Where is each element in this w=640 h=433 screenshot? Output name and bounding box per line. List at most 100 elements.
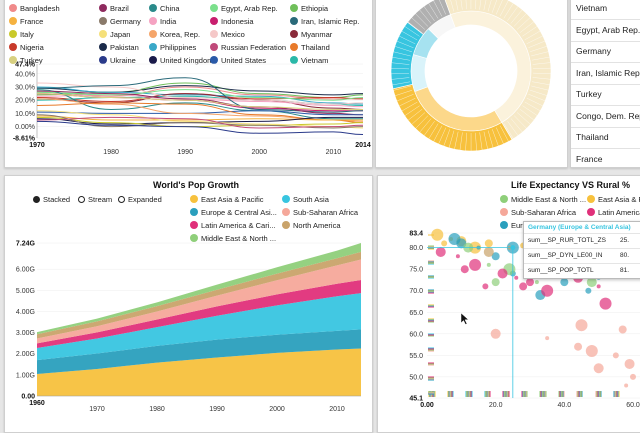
country-list-item[interactable]: Iran, Islamic Rep. [571, 63, 640, 85]
country-list-item[interactable]: Egypt, Arab Rep. [571, 20, 640, 42]
y-tick-label: 83.4 [409, 231, 423, 238]
x-tick-label: 1960 [29, 400, 45, 407]
scatter-point[interactable] [594, 363, 604, 373]
scatter-point[interactable] [597, 284, 601, 288]
y-tick-label: 47.4% [15, 62, 36, 69]
scatter-point[interactable] [625, 359, 635, 369]
y-tick-label: 55.0 [409, 353, 423, 360]
y-tick-label: 40.0% [15, 71, 35, 78]
x-tick-label: 1980 [103, 149, 119, 156]
scatter-point[interactable] [574, 343, 582, 351]
scatter-point[interactable] [492, 278, 500, 286]
tooltip-metric-label: sum__SP_RUR_TOTL_ZS [528, 237, 606, 244]
hover-tooltip: Germany (Europe & Central Asia) sum__SP_… [523, 221, 640, 279]
y-tick-label: 10.0% [15, 111, 35, 118]
mouse-cursor-icon [461, 313, 469, 325]
x-tick-label: 1990 [177, 149, 193, 156]
y-tick-label: 2.00G [16, 351, 35, 358]
y-tick-label: 30.0% [15, 84, 35, 91]
line-chart: 47.4%40.0%30.0%20.0%10.0%0.00%-8.61%1970… [5, 0, 372, 167]
tooltip-metric-value: 81. [620, 264, 629, 278]
tooltip-metric-label: sum__SP_DYN_LE00_IN [528, 252, 602, 259]
y-tick-label: 6.00G [16, 267, 35, 274]
scatter-point[interactable] [519, 282, 527, 290]
scatter-point[interactable] [441, 240, 447, 246]
y-tick-label: 80.0 [409, 245, 423, 252]
x-tick-label: 1970 [89, 406, 105, 413]
y-tick-label: 50.0 [409, 374, 423, 381]
y-tick-label: 60.0 [409, 331, 423, 338]
scatter-point[interactable] [576, 319, 588, 331]
y-tick-label: 4.00G [16, 309, 35, 316]
scatter-point[interactable] [613, 352, 619, 358]
scatter-point[interactable] [514, 276, 518, 280]
scatter-point[interactable] [586, 345, 598, 357]
scatter-point[interactable] [624, 384, 628, 388]
y-tick-label: 20.0% [15, 98, 35, 105]
scatter-point[interactable] [560, 278, 568, 286]
scatter-point[interactable] [630, 374, 636, 380]
scatter-point[interactable] [484, 247, 494, 257]
scatter-point[interactable] [498, 268, 508, 278]
y-tick-label: 65.0 [409, 310, 423, 317]
country-list-item[interactable]: Germany [571, 41, 640, 63]
hovered-point[interactable] [510, 245, 515, 250]
x-tick-label: 2000 [251, 149, 267, 156]
scatter-point[interactable] [526, 278, 534, 286]
scatter-point[interactable] [619, 326, 627, 334]
scatter-point[interactable] [535, 280, 539, 284]
scatter-point[interactable] [448, 233, 460, 245]
scatter-point[interactable] [491, 329, 501, 339]
tooltip-row: sum__SP_RUR_TOTL_ZS 25. [524, 233, 640, 248]
sunburst-panel [375, 0, 568, 168]
life-expectancy-panel: Life Expectancy VS Rural % Middle East &… [377, 175, 640, 433]
x-tick-label: 1970 [29, 142, 45, 149]
y-tick-label: 3.00G [16, 330, 35, 337]
stacked-area-chart: 7.24G6.00G5.00G4.00G3.00G2.00G1.00G0.001… [5, 176, 372, 432]
y-tick-label: 5.00G [16, 288, 35, 295]
tooltip-row: sum__SP_DYN_LE00_IN 80. [524, 248, 640, 263]
scatter-point[interactable] [469, 259, 481, 271]
sunburst-chart[interactable] [376, 0, 567, 167]
tooltip-metric-value: 80. [620, 249, 629, 263]
scatter-point[interactable] [585, 288, 591, 294]
y-tick-label: 75.0 [409, 267, 423, 274]
tooltip-metric-value: 25. [620, 234, 629, 248]
x-tick-label: 2010 [326, 149, 342, 156]
country-list-item[interactable]: France [571, 149, 640, 169]
x-tick-label: 60.0 [626, 402, 640, 409]
x-tick-label: 2014 [355, 142, 371, 149]
x-tick-label: 2000 [269, 406, 285, 413]
scatter-point[interactable] [485, 239, 493, 247]
y-tick-label: 1.00G [16, 372, 35, 379]
scatter-point[interactable] [456, 254, 460, 258]
sunburst-center[interactable] [425, 25, 517, 117]
country-list-item[interactable]: Congo, Dem. Rep. [571, 106, 640, 128]
scatter-point[interactable] [545, 336, 549, 340]
scatter-chart: 83.480.075.070.065.060.055.050.045.10.00… [378, 176, 640, 432]
x-tick-label: 2010 [329, 406, 345, 413]
scatter-point[interactable] [436, 247, 446, 257]
x-tick-label: 40.0 [558, 402, 572, 409]
x-tick-label: 20.0 [489, 402, 503, 409]
y-tick-label: 7.24G [16, 241, 36, 248]
country-list-item[interactable]: Vietnam [571, 0, 640, 20]
country-list-item[interactable]: Turkey [571, 84, 640, 106]
y-tick-label: 0.00% [15, 124, 35, 131]
scatter-point[interactable] [482, 283, 488, 289]
scatter-point[interactable] [600, 298, 612, 310]
country-list-item[interactable]: Thailand [571, 127, 640, 149]
scatter-point[interactable] [461, 265, 469, 273]
tooltip-metric-label: sum__SP_POP_TOTL [528, 267, 594, 274]
x-tick-label: 1990 [209, 406, 225, 413]
tooltip-row: sum__SP_POP_TOTL 81. [524, 263, 640, 278]
scatter-point[interactable] [541, 285, 553, 297]
x-tick-label: 1980 [149, 406, 165, 413]
scatter-point[interactable] [431, 229, 443, 241]
x-tick-label: 0.00 [420, 402, 434, 409]
scatter-point[interactable] [487, 263, 491, 267]
